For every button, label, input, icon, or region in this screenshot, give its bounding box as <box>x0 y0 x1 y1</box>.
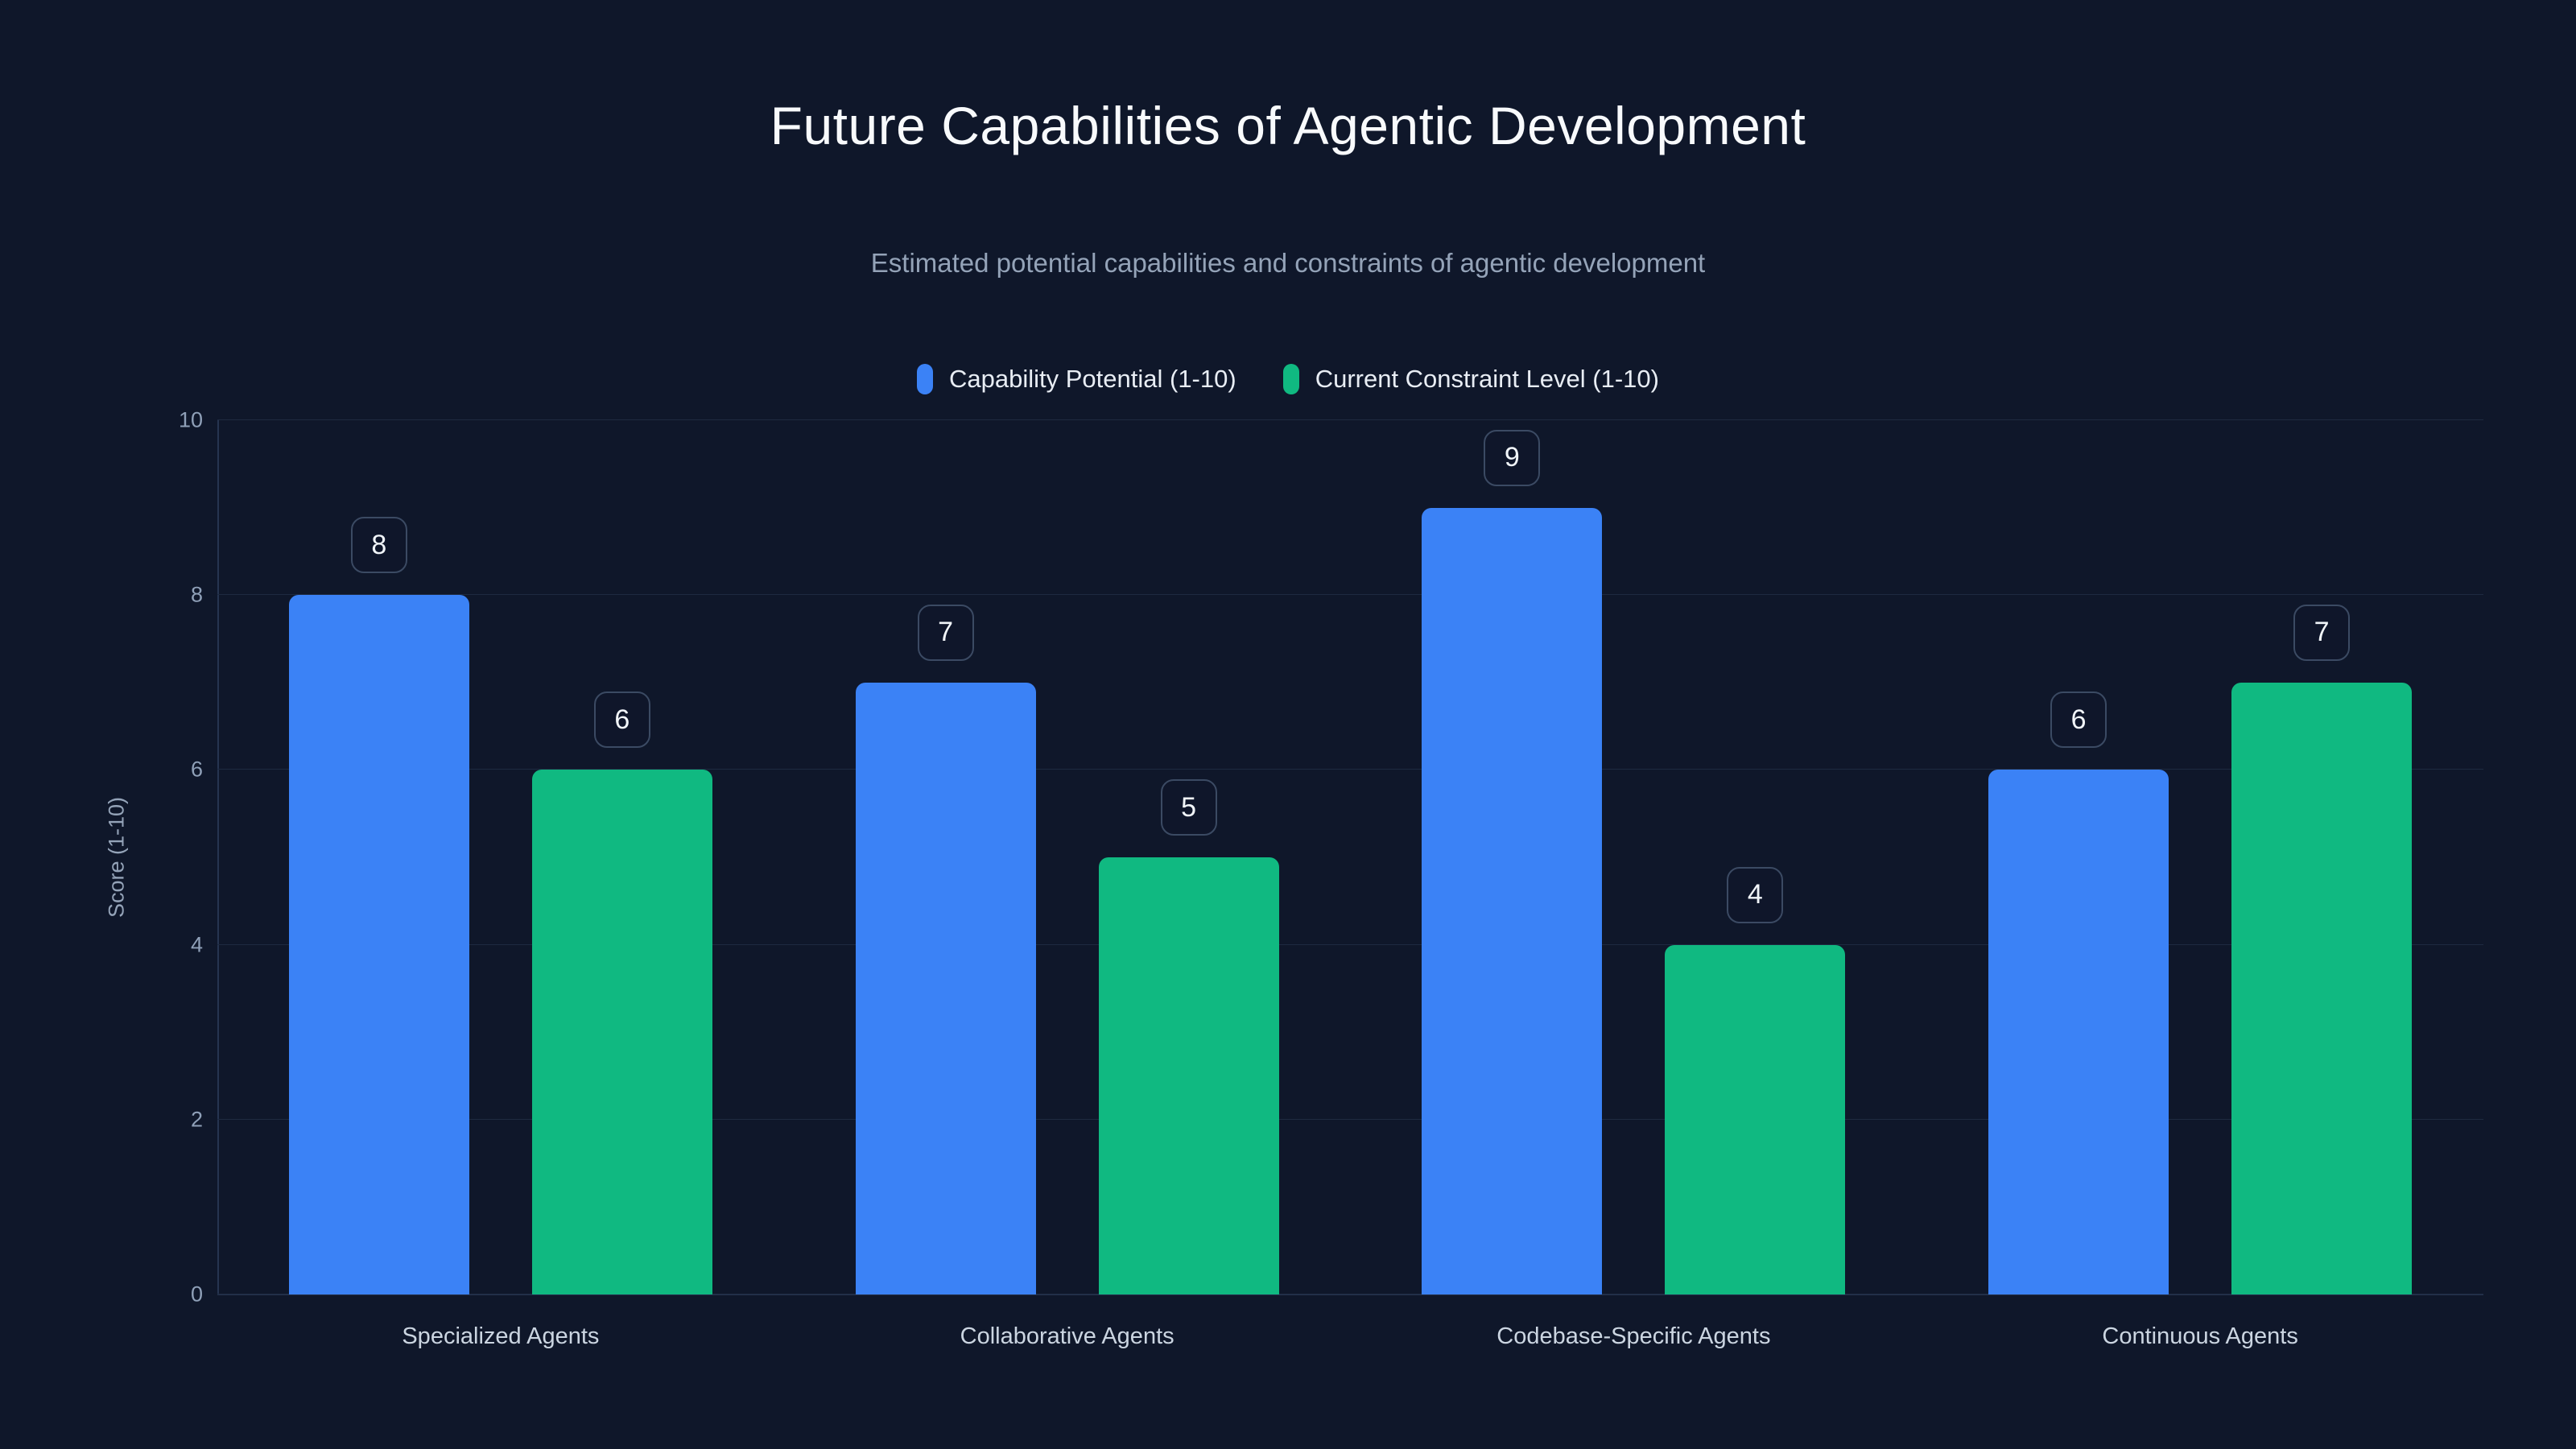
bar-constraint[interactable] <box>531 770 712 1294</box>
y-tick-label: 0 <box>190 1282 203 1307</box>
legend-swatch-icon <box>917 364 933 394</box>
bar-capability[interactable] <box>288 595 469 1294</box>
x-category-label: Specialized Agents <box>402 1323 600 1349</box>
value-badge: 6 <box>593 691 650 749</box>
y-tick-label: 4 <box>190 932 203 957</box>
bar-constraint[interactable] <box>2231 682 2413 1294</box>
value-badge: 7 <box>917 604 974 661</box>
bar-capability[interactable] <box>1988 770 2169 1294</box>
bar-capability[interactable] <box>855 682 1036 1294</box>
y-tick-label: 10 <box>178 407 203 432</box>
legend-swatch-icon <box>1282 364 1299 394</box>
gridline <box>217 594 2483 596</box>
value-badge: 8 <box>350 517 407 574</box>
gridline <box>217 419 2483 420</box>
value-badge: 6 <box>2050 691 2107 749</box>
value-badge: 5 <box>1160 779 1217 836</box>
y-tick-label: 6 <box>190 757 203 782</box>
bar-constraint[interactable] <box>1665 944 1846 1294</box>
legend: Capability Potential (1-10) Current Const… <box>0 364 2576 394</box>
gridline <box>217 943 2483 945</box>
gridline <box>217 769 2483 770</box>
x-category-label: Continuous Agents <box>2102 1323 2298 1349</box>
chart-title: Future Capabilities of Agentic Developme… <box>770 96 1806 155</box>
y-axis-line <box>217 420 219 1294</box>
y-tick-label: 2 <box>190 1107 203 1132</box>
legend-item-capability[interactable]: Capability Potential (1-10) <box>917 364 1236 394</box>
y-tick-label: 8 <box>190 582 203 607</box>
chart-subtitle: Estimated potential capabilities and con… <box>870 248 1706 278</box>
legend-item-constraint[interactable]: Current Constraint Level (1-10) <box>1282 364 1659 394</box>
value-badge: 7 <box>2293 604 2351 661</box>
plot-area: Score (1-10) 0 2 4 6 8 10 Specialized Agents 8 6… <box>105 409 2483 1349</box>
value-badge: 4 <box>1727 866 1784 923</box>
gridline <box>217 1118 2483 1120</box>
value-badge: 9 <box>1484 429 1541 486</box>
bar-constraint[interactable] <box>1098 857 1279 1294</box>
x-category-label: Codebase-Specific Agents <box>1496 1323 1771 1349</box>
legend-label: Capability Potential (1-10) <box>949 365 1236 393</box>
legend-label: Current Constraint Level (1-10) <box>1315 365 1659 393</box>
x-axis-line <box>217 1294 2483 1295</box>
x-category-label: Collaborative Agents <box>960 1323 1174 1349</box>
bar-capability[interactable] <box>1422 507 1603 1294</box>
y-axis-title: Score (1-10) <box>104 796 129 919</box>
